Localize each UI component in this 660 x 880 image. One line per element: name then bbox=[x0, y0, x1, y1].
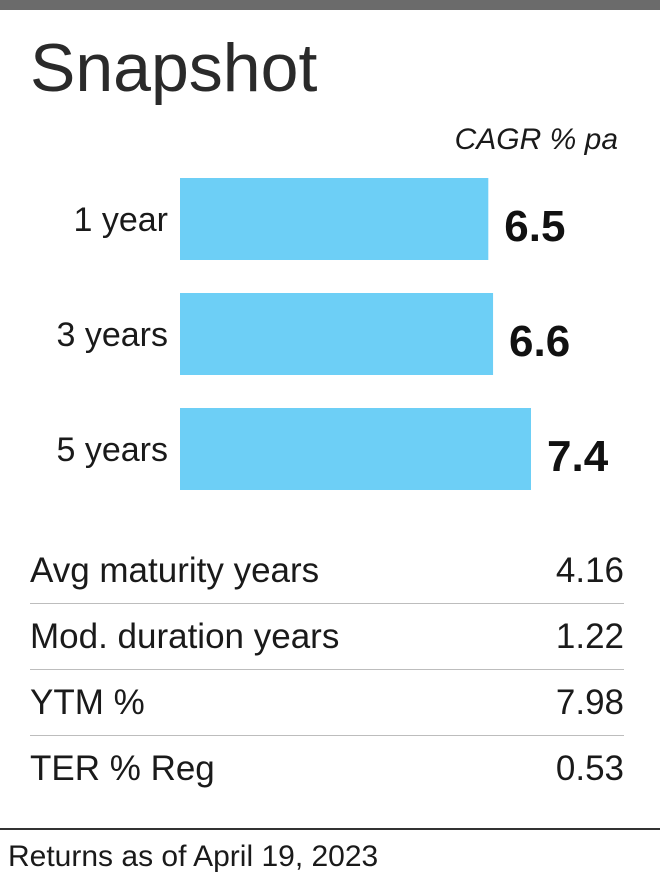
page-title: Snapshot bbox=[30, 30, 318, 106]
top-rule bbox=[0, 0, 660, 10]
stat-label: Avg maturity years bbox=[30, 550, 320, 590]
stat-row-ter: TER % Reg 0.53 bbox=[30, 736, 624, 802]
stat-row-ytm: YTM % 7.98 bbox=[30, 670, 624, 736]
footer-rule bbox=[0, 828, 660, 830]
value-label: 6.6 bbox=[509, 317, 570, 366]
bar bbox=[180, 408, 531, 490]
category-label: 3 years bbox=[57, 316, 169, 354]
category-label: 5 years bbox=[57, 431, 169, 469]
stat-row-mod-duration: Mod. duration years 1.22 bbox=[30, 604, 624, 670]
stats-table: Avg maturity years 4.16 Mod. duration ye… bbox=[30, 538, 624, 802]
stat-label: TER % Reg bbox=[30, 749, 215, 788]
stat-value: 0.53 bbox=[555, 749, 624, 788]
value-label: 7.4 bbox=[547, 432, 609, 481]
bar bbox=[180, 178, 489, 260]
stat-row-avg-maturity: Avg maturity years 4.16 bbox=[30, 538, 624, 604]
bar-chart: 1 year 6.5 3 years 6.6 5 years 7.4 bbox=[57, 178, 609, 490]
stat-label: Mod. duration years bbox=[30, 616, 340, 656]
category-label: 1 year bbox=[74, 201, 169, 239]
stat-label: YTM % bbox=[30, 682, 145, 722]
stat-value: 4.16 bbox=[555, 550, 624, 590]
bar bbox=[180, 293, 494, 375]
value-label: 6.5 bbox=[504, 202, 565, 251]
unit-label: CAGR % pa bbox=[454, 123, 618, 156]
footer-note: Returns as of April 19, 2023 bbox=[8, 840, 379, 873]
stat-value: 7.98 bbox=[555, 682, 624, 722]
stat-value: 1.22 bbox=[555, 616, 624, 656]
